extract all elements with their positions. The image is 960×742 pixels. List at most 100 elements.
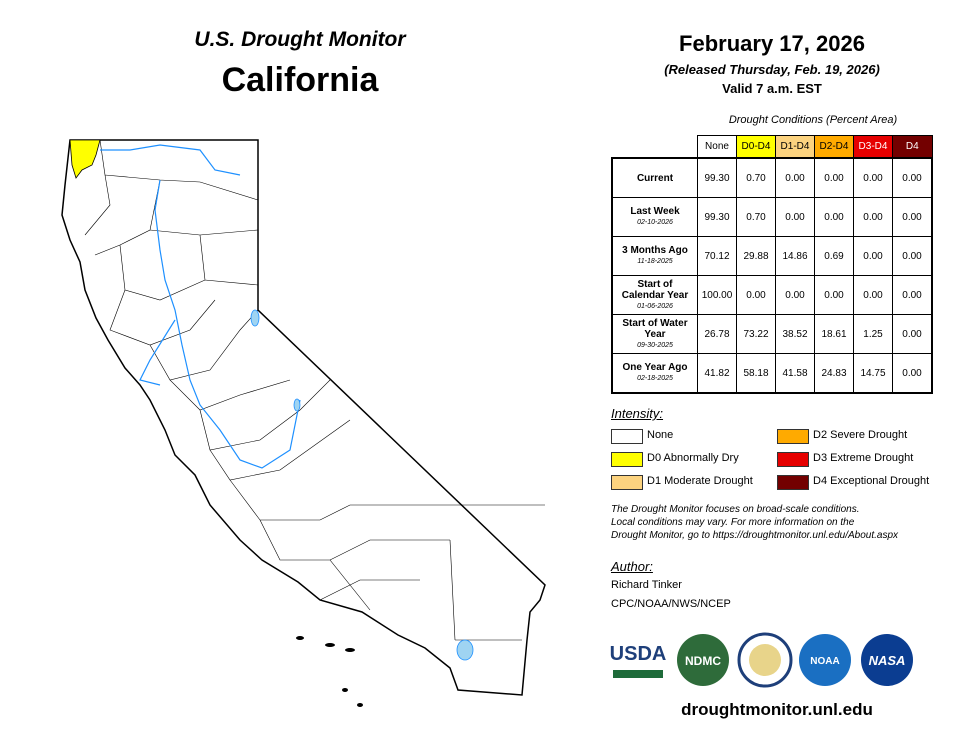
legend-swatch bbox=[777, 475, 809, 490]
map-date: February 17, 2026 bbox=[679, 31, 865, 56]
logo-circle bbox=[677, 634, 729, 686]
row-label-cell: Current bbox=[611, 157, 698, 198]
value-cell: 1.25 bbox=[853, 314, 893, 354]
legend-swatch bbox=[611, 429, 643, 444]
legend-swatch bbox=[611, 475, 643, 490]
value-cell: 24.83 bbox=[814, 353, 854, 394]
column-header: D4 bbox=[892, 135, 933, 159]
value-cell: 0.00 bbox=[814, 197, 854, 237]
legend-label: D4 Exceptional Drought bbox=[813, 475, 930, 487]
logo-circle bbox=[799, 634, 851, 686]
value-cell: 0.00 bbox=[853, 275, 893, 315]
row-date: 09-30-2025 bbox=[637, 341, 673, 349]
legend-label: None bbox=[647, 429, 674, 441]
row-label: One Year Ago bbox=[622, 362, 688, 373]
legend-label: D3 Extreme Drought bbox=[813, 452, 914, 464]
legend-swatch bbox=[777, 429, 809, 444]
data-row: 3 Months Ago 11-18-2025 70.12 29.88 14.86 0.6… bbox=[611, 236, 933, 276]
value-cell: 73.22 bbox=[736, 314, 776, 354]
value-cell: 99.30 bbox=[697, 197, 737, 237]
usda-bar bbox=[613, 670, 663, 678]
value-cell: 58.18 bbox=[736, 353, 776, 394]
value-cell: 0.00 bbox=[814, 275, 854, 315]
logo-text: NOAA bbox=[810, 656, 839, 667]
value-cell: 14.86 bbox=[775, 236, 815, 276]
value-cell: 0.00 bbox=[775, 275, 815, 315]
author-title: Author: bbox=[611, 559, 653, 574]
value-cell: 0.00 bbox=[853, 236, 893, 276]
value-cell: 41.58 bbox=[775, 353, 815, 394]
value-cell: 38.52 bbox=[775, 314, 815, 354]
row-label: Start of Calendar Year bbox=[621, 278, 689, 301]
map-title: California bbox=[221, 61, 379, 99]
row-label-cell: Last Week 02-10-2026 bbox=[611, 197, 698, 237]
state-outline bbox=[61, 139, 546, 696]
row-label: Current bbox=[636, 172, 674, 184]
data-row: Start of Water Year 09-30-2025 26.78 73.22 3… bbox=[611, 314, 933, 354]
row-label-cell: Start of Calendar Year 01-06-2026 bbox=[611, 275, 698, 315]
row-label-cell: One Year Ago 02-18-2025 bbox=[611, 353, 698, 394]
value-cell: 29.88 bbox=[736, 236, 776, 276]
value-cell: 0.00 bbox=[814, 157, 854, 198]
value-cell: 18.61 bbox=[814, 314, 854, 354]
legend-title: Intensity: bbox=[611, 406, 664, 421]
note-line: Local conditions may vary. For more info… bbox=[611, 517, 855, 528]
county-lines bbox=[84, 139, 545, 641]
row-label: Last Week bbox=[630, 206, 680, 217]
note-line: Drought Monitor, go to https://droughtmo… bbox=[611, 530, 899, 541]
author-org: CPC/NOAA/NWS/NCEP bbox=[611, 598, 731, 610]
map-subtitle: U.S. Drought Monitor bbox=[194, 28, 406, 51]
valid-time: Valid 7 a.m. EST bbox=[722, 81, 822, 96]
value-cell: 0.00 bbox=[775, 197, 815, 237]
islands bbox=[296, 636, 363, 707]
drought-area-d0 bbox=[69, 139, 101, 179]
value-cell: 26.78 bbox=[697, 314, 737, 354]
value-cell: 0.00 bbox=[892, 157, 933, 198]
legend-swatch bbox=[611, 452, 643, 467]
logo-text: NASA bbox=[869, 653, 906, 668]
data-row: Current 99.30 0.70 0.00 0.00 0.00 0.00 bbox=[611, 157, 933, 198]
column-header: None bbox=[697, 135, 737, 159]
note-line: The Drought Monitor focuses on broad-sca… bbox=[611, 504, 860, 515]
value-cell: 0.00 bbox=[892, 314, 933, 354]
column-header: D1-D4 bbox=[775, 135, 815, 159]
value-cell: 41.82 bbox=[697, 353, 737, 394]
rivers bbox=[100, 144, 301, 469]
row-label: 3 Months Ago bbox=[622, 245, 688, 256]
conditions-table: None D0-D4 D1-D4 D2-D4 D3-D4 D4 Current 99.30 0.… bbox=[611, 135, 933, 394]
logos: USDA NDMC NOAA NASA bbox=[610, 632, 913, 688]
row-date: 02-18-2025 bbox=[637, 375, 673, 382]
row-label: Start of Water Year bbox=[622, 317, 688, 340]
value-cell: 0.69 bbox=[814, 236, 854, 276]
corner-cell bbox=[612, 136, 698, 159]
value-cell: 14.75 bbox=[853, 353, 893, 394]
legend-swatch bbox=[777, 452, 809, 467]
legend-label: D2 Severe Drought bbox=[813, 429, 908, 441]
table-caption: Drought Conditions (Percent Area) bbox=[728, 114, 898, 126]
logo-circle bbox=[749, 644, 781, 676]
value-cell: 0.00 bbox=[892, 353, 933, 394]
column-header: D3-D4 bbox=[853, 135, 893, 159]
value-cell: 99.30 bbox=[697, 157, 737, 198]
value-cell: 0.70 bbox=[736, 157, 776, 198]
column-header: D2-D4 bbox=[814, 135, 854, 159]
header-row: None D0-D4 D1-D4 D2-D4 D3-D4 D4 bbox=[612, 135, 933, 159]
value-cell: 0.00 bbox=[853, 157, 893, 198]
website-url: droughtmonitor.unl.edu bbox=[681, 700, 873, 719]
data-row: Start of Calendar Year 01-06-2026 100.00 0.… bbox=[611, 275, 933, 315]
row-date: 11-18-2025 bbox=[637, 258, 673, 265]
column-header: D0-D4 bbox=[736, 135, 776, 159]
lakes bbox=[250, 309, 474, 661]
release-date: (Released Thursday, Feb. 19, 2026) bbox=[664, 62, 880, 77]
logo-text: USDA bbox=[610, 643, 667, 665]
value-cell: 100.00 bbox=[697, 275, 737, 315]
row-date: 02-10-2026 bbox=[637, 219, 673, 226]
legend-label: D0 Abnormally Dry bbox=[647, 452, 739, 464]
author-name: Richard Tinker bbox=[611, 579, 682, 591]
row-label-cell: Start of Water Year 09-30-2025 bbox=[611, 314, 698, 354]
value-cell: 0.00 bbox=[736, 275, 776, 315]
value-cell: 0.00 bbox=[892, 197, 933, 237]
value-cell: 0.00 bbox=[775, 157, 815, 198]
row-label-cell: 3 Months Ago 11-18-2025 bbox=[611, 236, 698, 276]
data-row: One Year Ago 02-18-2025 41.82 58.18 41.58 24.… bbox=[611, 353, 933, 394]
